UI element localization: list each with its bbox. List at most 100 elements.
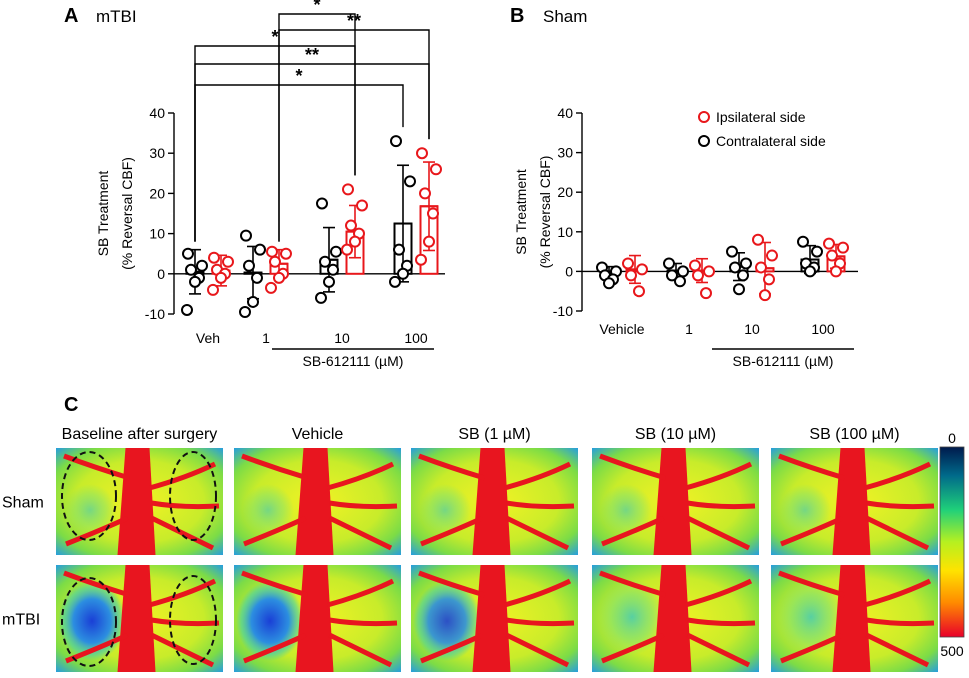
cbf-vessel — [686, 632, 751, 668]
chart-a: -10 0 10 20 30 40 SB Treatment (% Reversal CBF)… — [95, 0, 445, 369]
roi-ipsilateral — [169, 451, 217, 541]
c0-data-point — [323, 275, 335, 288]
panel-c-letter: C — [64, 394, 78, 416]
c1-data-point — [752, 233, 764, 246]
c0-data-point — [341, 243, 353, 256]
cbf-image — [771, 448, 938, 555]
c0-data-point — [319, 255, 331, 268]
cbf-vessel — [326, 578, 395, 608]
c0-data-point — [397, 267, 409, 280]
c1-legend-label: Ipsilateral side — [716, 109, 806, 125]
cbf-vessel — [418, 453, 486, 481]
panel-b-title: Sham — [543, 7, 587, 26]
c1-x-tick-label: 1 — [685, 321, 693, 337]
c0-data-point — [273, 271, 285, 284]
c0-significance-label: ** — [305, 45, 319, 65]
c0-data-point — [342, 183, 354, 196]
c0-data-point — [390, 135, 402, 148]
c1-data-point — [766, 249, 778, 262]
c1-x-tick-label: Vehicle — [599, 321, 644, 337]
c1-data-point — [837, 241, 849, 254]
panel-a-letter: A — [64, 5, 78, 27]
c1-data-point — [625, 269, 637, 282]
cbf-vessel — [150, 632, 215, 668]
c0-data-point — [254, 243, 266, 256]
c0-data-point — [182, 247, 194, 260]
cbf-vessel — [148, 578, 217, 608]
c1-data-point — [633, 285, 645, 298]
chart-b: -10 0 10 20 30 40 SB Treatment (% Reversal CBF)… — [513, 105, 858, 369]
colorbar — [939, 446, 965, 638]
c1-data-point — [636, 263, 648, 276]
c0-significance-label: * — [271, 27, 278, 47]
c1-y-tick-label: 10 — [557, 224, 573, 240]
c0-data-point — [185, 263, 197, 276]
c0-significance-bracket — [194, 45, 356, 242]
column-title: SB (1 µM) — [458, 426, 530, 443]
c1-data-point — [666, 269, 678, 282]
cbf-vessel — [243, 632, 307, 664]
c1-y-label-2: (% Reversal CBF) — [537, 156, 553, 269]
cbf-vessel — [601, 515, 665, 547]
c0-x-tick-label: 10 — [334, 330, 350, 346]
c1-y-label: SB Treatment — [513, 169, 529, 255]
c1-y-tick-label: 20 — [557, 184, 573, 200]
panel-b-letter: B — [510, 5, 524, 27]
c0-data-point — [327, 263, 339, 276]
c0-x-label: SB-612111 (µM) — [303, 353, 404, 369]
colorbar-max-label: 500 — [940, 643, 964, 659]
cbf-vessel — [865, 632, 930, 668]
cbf-vessel — [687, 500, 756, 510]
c0-data-point — [196, 259, 208, 272]
cbf-vessel — [63, 453, 131, 481]
c0-significance-bracket — [278, 29, 430, 242]
cbf-vessel — [420, 515, 484, 547]
cbf-image — [771, 565, 938, 672]
cbf-vessel — [684, 578, 753, 608]
c1-data-point — [729, 261, 741, 274]
c0-data-point — [208, 251, 220, 264]
c0-x-tick-label: 100 — [404, 330, 428, 346]
cbf-image — [234, 448, 401, 555]
c0-y-tick-label: 40 — [149, 105, 165, 121]
c0-y-label-2: (% Reversal CBF) — [119, 157, 135, 270]
c1-legend-label: Contralateral side — [716, 133, 826, 149]
c1-data-point — [603, 277, 615, 290]
c1-data-point — [755, 261, 767, 274]
c0-y-tick-label: -10 — [145, 306, 165, 322]
colorbar-min-label: 0 — [948, 430, 956, 446]
cbf-low-flow — [64, 484, 116, 536]
roi-ipsilateral — [169, 575, 217, 665]
cbf-vessel — [151, 500, 220, 510]
c0-data-point — [215, 271, 227, 284]
c0-data-point — [430, 163, 442, 176]
c1-data-point — [823, 237, 835, 250]
cbf-vessel — [778, 570, 846, 598]
c1-data-point — [703, 265, 715, 278]
row-label: mTBI — [2, 612, 40, 629]
cbf-vessel — [686, 515, 751, 551]
c0-data-point — [404, 175, 416, 188]
c1-data-point — [740, 257, 752, 270]
c0-data-point — [427, 207, 439, 220]
cbf-vessel — [506, 617, 575, 627]
cbf-image — [234, 565, 401, 672]
cbf-vessel — [503, 578, 572, 608]
c1-data-point — [811, 245, 823, 258]
cbf-vessel — [503, 461, 572, 491]
cbf-vessel — [63, 570, 131, 598]
cbf-vessel — [863, 461, 932, 491]
cbf-vessel — [420, 632, 484, 664]
c0-y-label: SB Treatment — [95, 171, 111, 257]
cbf-image — [411, 565, 578, 672]
c0-data-point — [356, 199, 368, 212]
c0-y-tick-label: 20 — [149, 185, 165, 201]
c1-data-point — [804, 265, 816, 278]
column-title: Vehicle — [292, 426, 344, 443]
cbf-vessel — [863, 578, 932, 608]
cbf-vessel — [329, 500, 398, 510]
c0-data-point — [349, 235, 361, 248]
c1-y-tick-label: 30 — [557, 145, 573, 161]
cbf-vessel — [505, 515, 570, 551]
